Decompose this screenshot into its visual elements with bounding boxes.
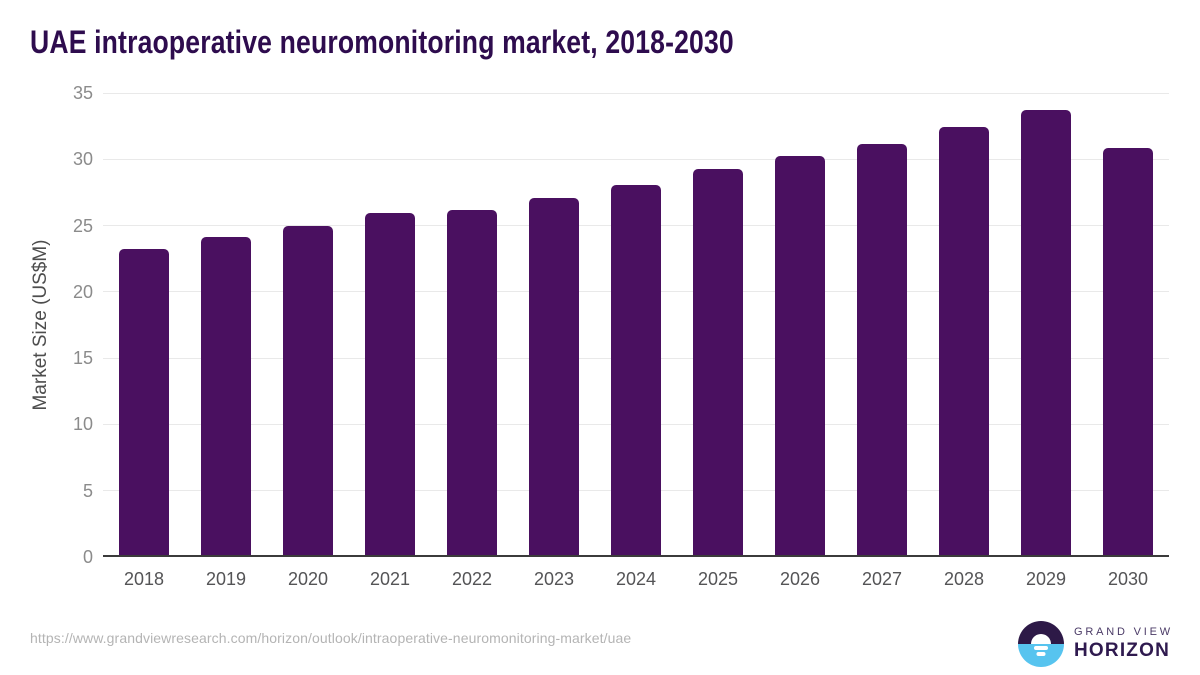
x-tick-label-2029: 2029 bbox=[1025, 569, 1067, 589]
bar-2030[interactable] bbox=[1103, 148, 1153, 555]
y-tick-label-15: 15 bbox=[72, 348, 93, 369]
chart-title: UAE intraoperative neuromonitoring marke… bbox=[30, 24, 734, 60]
bar-2021[interactable] bbox=[365, 212, 415, 555]
gridline-35 bbox=[103, 92, 1169, 94]
bar-2018[interactable] bbox=[119, 248, 169, 555]
x-tick-label-2025: 2025 bbox=[697, 569, 739, 589]
x-tick-label-2026: 2026 bbox=[779, 569, 821, 589]
horizon-sunrise-icon bbox=[1018, 621, 1064, 667]
x-tick-label-2030: 2030 bbox=[1107, 569, 1149, 589]
bar-2020[interactable] bbox=[283, 226, 333, 555]
bar-2019[interactable] bbox=[201, 236, 251, 555]
source-url: https://www.grandviewresearch.com/horizo… bbox=[30, 630, 632, 646]
x-tick-label-2019: 2019 bbox=[205, 569, 247, 589]
x-tick-label-2027: 2027 bbox=[861, 569, 903, 589]
x-tick-label-2022: 2022 bbox=[451, 569, 493, 589]
y-axis-title: Market Size (US$M) bbox=[30, 239, 51, 411]
logo-horizon-label: HORIZON bbox=[1074, 640, 1171, 661]
x-tick-label-2028: 2028 bbox=[943, 569, 985, 589]
brand-logo: GRAND VIEW HORIZON bbox=[1018, 621, 1173, 667]
bar-2024[interactable] bbox=[611, 185, 661, 555]
y-tick-label-10: 10 bbox=[72, 414, 93, 435]
logo-grand-view-label: GRAND VIEW bbox=[1074, 626, 1173, 638]
bar-2025[interactable] bbox=[693, 169, 743, 555]
x-tick-label-2020: 2020 bbox=[287, 569, 329, 589]
x-tick-label-2021: 2021 bbox=[369, 569, 411, 589]
sun-reflection-line bbox=[1034, 646, 1048, 650]
bar-2026[interactable] bbox=[775, 155, 825, 555]
y-tick-label-30: 30 bbox=[72, 149, 93, 170]
brand-logo-text: GRAND VIEW HORIZON bbox=[1074, 626, 1173, 662]
bar-2023[interactable] bbox=[529, 198, 579, 555]
bar-2028[interactable] bbox=[939, 126, 989, 555]
y-tick-label-35: 35 bbox=[72, 83, 93, 103]
y-tick-label-5: 5 bbox=[82, 480, 93, 501]
x-tick-label-2024: 2024 bbox=[615, 569, 657, 589]
x-tick-label-2023: 2023 bbox=[533, 569, 575, 589]
y-tick-label-25: 25 bbox=[72, 215, 93, 236]
y-tick-label-0: 0 bbox=[82, 547, 93, 567]
y-tick-label-20: 20 bbox=[72, 281, 93, 302]
sun-reflection-line bbox=[1036, 652, 1046, 656]
sun-icon bbox=[1031, 634, 1051, 644]
bar-2029[interactable] bbox=[1021, 109, 1071, 555]
bar-2022[interactable] bbox=[447, 210, 497, 555]
plot-area: 0 5 10 15 20 25 30 35 2018 2019 2020 2021 2022 2023 20… bbox=[73, 83, 1169, 589]
x-tick-label-2018: 2018 bbox=[123, 569, 165, 589]
bar-2027[interactable] bbox=[857, 144, 907, 555]
gridline-30 bbox=[103, 158, 1169, 160]
